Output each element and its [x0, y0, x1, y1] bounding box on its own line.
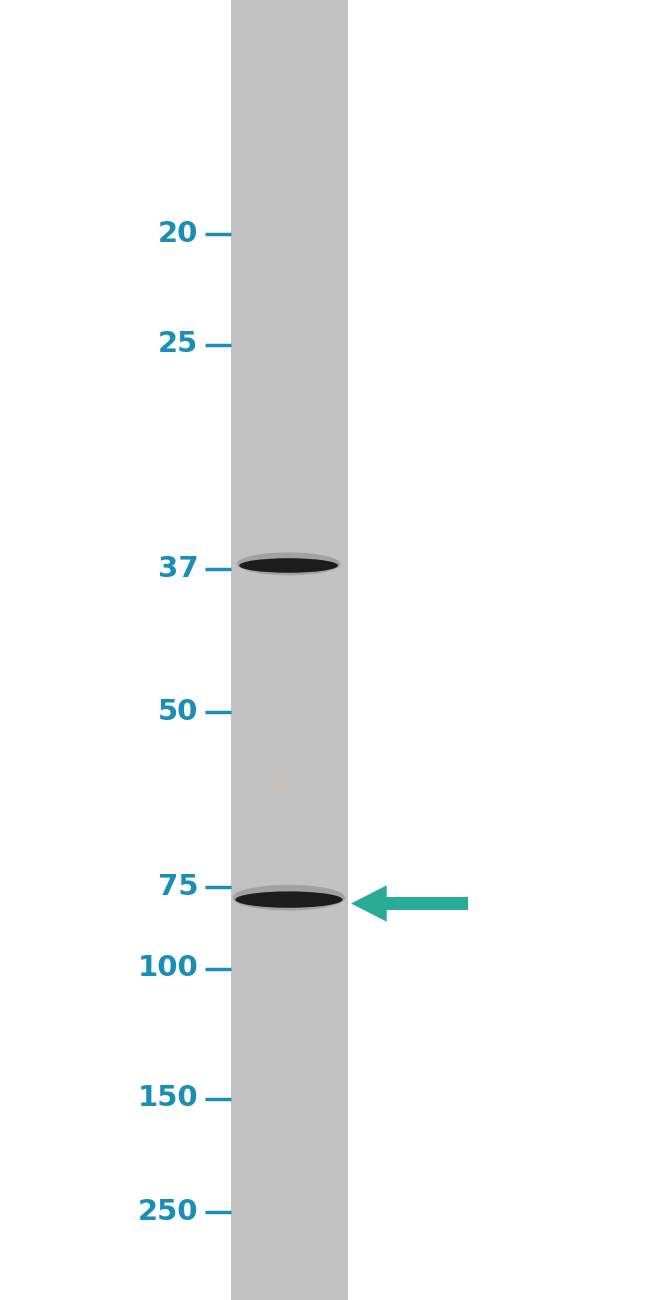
Bar: [231, 0, 348, 1300]
Bar: [253, 0, 326, 1300]
Bar: [255, 0, 323, 1300]
Text: 250: 250: [138, 1197, 198, 1226]
Text: 150: 150: [138, 1084, 198, 1113]
Bar: [250, 0, 329, 1300]
Bar: [263, 0, 315, 1300]
Bar: [236, 0, 343, 1300]
Bar: [242, 0, 337, 1300]
Ellipse shape: [239, 558, 338, 573]
Bar: [261, 0, 318, 1300]
Bar: [244, 0, 334, 1300]
FancyArrow shape: [351, 885, 468, 922]
Ellipse shape: [233, 885, 345, 910]
Bar: [269, 0, 309, 1300]
Bar: [247, 0, 332, 1300]
Text: 75: 75: [158, 872, 198, 901]
Text: 100: 100: [138, 954, 198, 983]
Bar: [231, 0, 348, 1300]
Bar: [258, 0, 320, 1300]
Text: 37: 37: [157, 555, 198, 584]
Text: 25: 25: [158, 330, 198, 359]
Ellipse shape: [263, 768, 296, 792]
Bar: [239, 0, 339, 1300]
Text: 50: 50: [158, 698, 198, 727]
Bar: [233, 0, 345, 1300]
Ellipse shape: [235, 892, 343, 907]
Ellipse shape: [237, 552, 341, 576]
Bar: [266, 0, 312, 1300]
Text: 20: 20: [158, 220, 198, 248]
